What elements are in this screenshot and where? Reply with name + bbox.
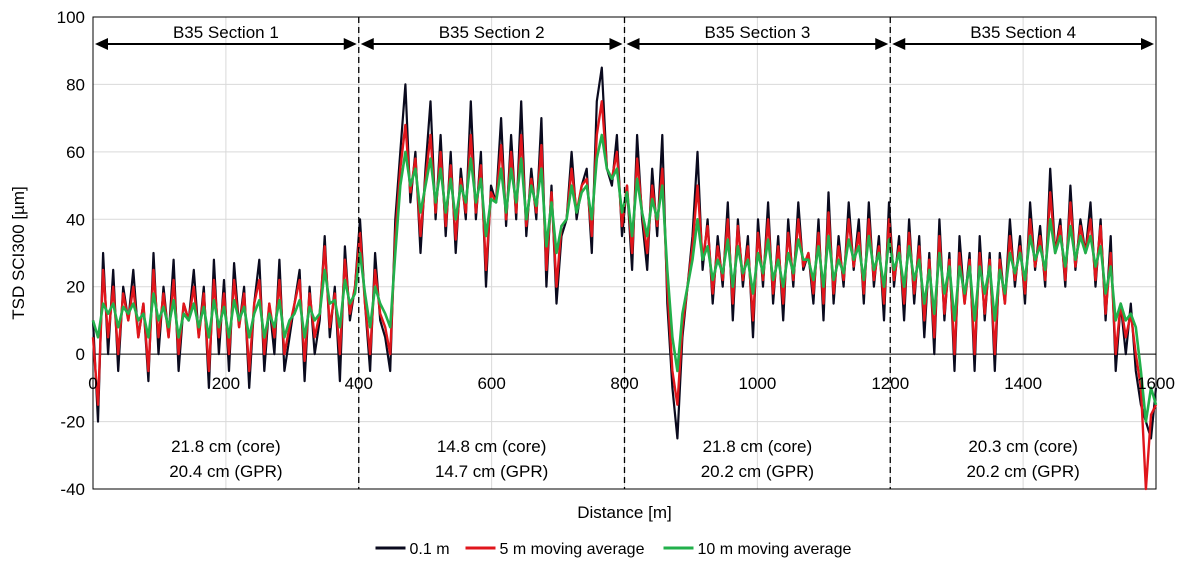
x-tick-label: 1600 xyxy=(1137,374,1175,393)
y-axis-title: TSD SCI300 [µm] xyxy=(9,186,28,320)
section-core-thickness: 21.8 cm (core) xyxy=(703,437,813,456)
section-arrow-head-right xyxy=(875,38,889,50)
y-tick-label: 60 xyxy=(66,143,85,162)
y-tick-label: 20 xyxy=(66,278,85,297)
section-label: B35 Section 3 xyxy=(704,23,810,42)
section-arrow-head-left xyxy=(626,38,640,50)
x-tick-label: 200 xyxy=(212,374,240,393)
y-tick-label: -40 xyxy=(60,480,85,499)
section-arrow-head-left xyxy=(95,38,108,50)
y-tick-label: -20 xyxy=(60,413,85,432)
section-annotations: B35 Section 1 21.8 cm (core) 20.4 cm (GPR)… xyxy=(95,17,1154,489)
y-tick-label: 80 xyxy=(66,75,85,94)
section-gpr-thickness: 20.2 cm (GPR) xyxy=(966,462,1079,481)
section-core-thickness: 14.8 cm (core) xyxy=(437,437,547,456)
y-tick-label: 100 xyxy=(57,8,85,27)
section-arrow-head-right xyxy=(609,38,623,50)
section-core-thickness: 20.3 cm (core) xyxy=(968,437,1078,456)
section-gpr-thickness: 20.2 cm (GPR) xyxy=(701,462,814,481)
section-arrow-head-right xyxy=(343,38,357,50)
x-tick-label: 400 xyxy=(345,374,373,393)
section-arrow-head-left xyxy=(892,38,906,50)
legend-label-2: 5 m moving average xyxy=(500,541,645,558)
x-tick-label: 800 xyxy=(610,374,638,393)
section-core-thickness: 21.8 cm (core) xyxy=(171,437,281,456)
legend: 0.1 m 5 m moving average 10 m moving avera… xyxy=(375,541,852,558)
legend-label-3: 10 m moving average xyxy=(698,541,852,558)
y-tick-label: 0 xyxy=(76,345,85,364)
section-label: B35 Section 1 xyxy=(173,23,279,42)
section-label: B35 Section 2 xyxy=(439,23,545,42)
section-label: B35 Section 4 xyxy=(970,23,1076,42)
section-gpr-thickness: 20.4 cm (GPR) xyxy=(169,462,282,481)
x-tick-label: 600 xyxy=(477,374,505,393)
x-tick-label: 1000 xyxy=(738,374,776,393)
x-tick-label: 0 xyxy=(88,374,97,393)
legend-label-1: 0.1 m xyxy=(410,541,450,558)
x-tick-label: 1400 xyxy=(1004,374,1042,393)
section-arrow-head-right xyxy=(1141,38,1154,50)
x-tick-label: 1200 xyxy=(871,374,909,393)
x-axis-title: Distance [m] xyxy=(577,503,671,522)
section-gpr-thickness: 14.7 cm (GPR) xyxy=(435,462,548,481)
y-tick-label: 40 xyxy=(66,210,85,229)
section-arrow-head-left xyxy=(360,38,374,50)
